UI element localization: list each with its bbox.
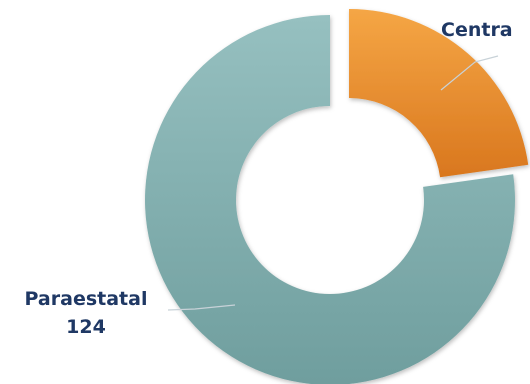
slice-paraestatal xyxy=(145,15,515,384)
slice-label-paraestatal: Paraestatal xyxy=(25,288,148,310)
slice-label-central: Centra xyxy=(441,19,513,41)
slice-central xyxy=(349,9,529,178)
slice-value-paraestatal: 124 xyxy=(66,316,106,338)
leader-line-paraestatal xyxy=(167,304,236,311)
leader-line-central xyxy=(440,55,499,91)
